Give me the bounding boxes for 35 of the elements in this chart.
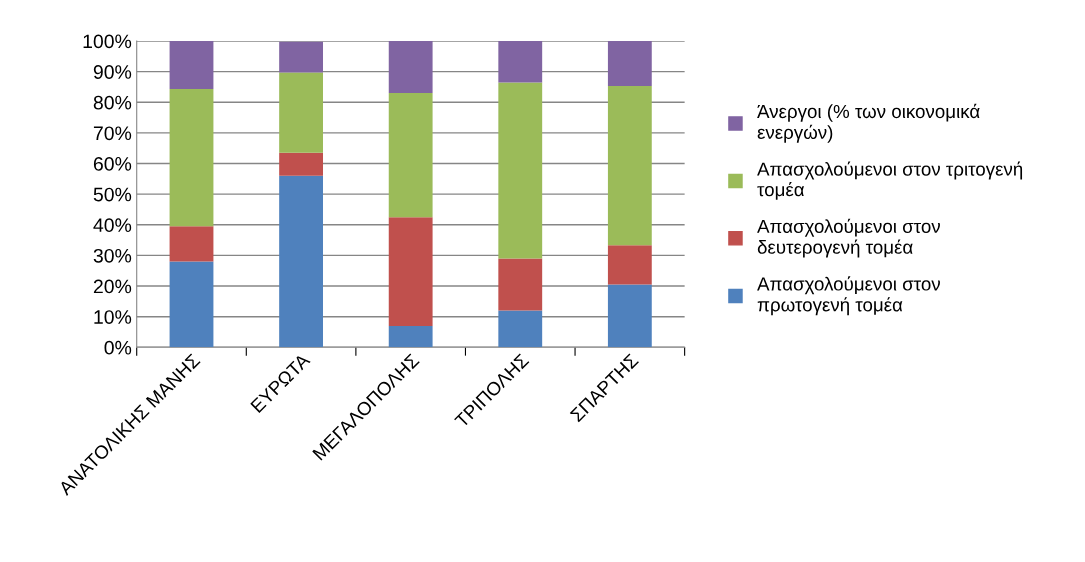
- bar: [498, 258, 543, 311]
- bar: [498, 41, 543, 83]
- legend-label: Απασχολούμενοι στον πρωτογενή τομέα: [757, 276, 940, 316]
- y-tick-label: 0%: [104, 340, 132, 355]
- y-tick-label: 40%: [93, 218, 132, 233]
- y-tick-label: 60%: [93, 157, 132, 171]
- y-tick-label: 10%: [94, 310, 132, 324]
- bar: [607, 245, 652, 285]
- bar: [607, 284, 652, 348]
- bar: [169, 89, 214, 227]
- legend-label: Απασχολούμενοι στον δευτερογενή τομέα: [757, 218, 940, 258]
- bar: [388, 93, 433, 218]
- bar: [279, 175, 323, 348]
- bar: [607, 86, 652, 246]
- y-tick-label: 20%: [93, 279, 132, 294]
- bar: [607, 41, 652, 87]
- y-tick-label: 30%: [93, 248, 132, 263]
- bar: [279, 152, 323, 176]
- y-tick-label: 80%: [93, 95, 132, 110]
- bar: [279, 72, 323, 153]
- y-tick-label: 90%: [93, 65, 132, 79]
- bar: [169, 41, 214, 90]
- bar: [388, 41, 433, 94]
- bar: [169, 261, 214, 348]
- legend-label: Άνεργοι (% των οικονομικά ενεργών): [757, 103, 980, 143]
- bar: [498, 82, 543, 259]
- bar: [388, 217, 433, 326]
- y-tick-label: 70%: [93, 126, 132, 141]
- bar: [388, 325, 433, 348]
- y-tick-label: 100%: [83, 34, 132, 49]
- bar: [279, 41, 323, 73]
- bar: [169, 226, 214, 262]
- y-tick-label: 50%: [93, 187, 132, 202]
- bar: [498, 310, 543, 348]
- legend-label: Απασχολούμενοι στον τριτογενή τομέα: [757, 161, 1023, 200]
